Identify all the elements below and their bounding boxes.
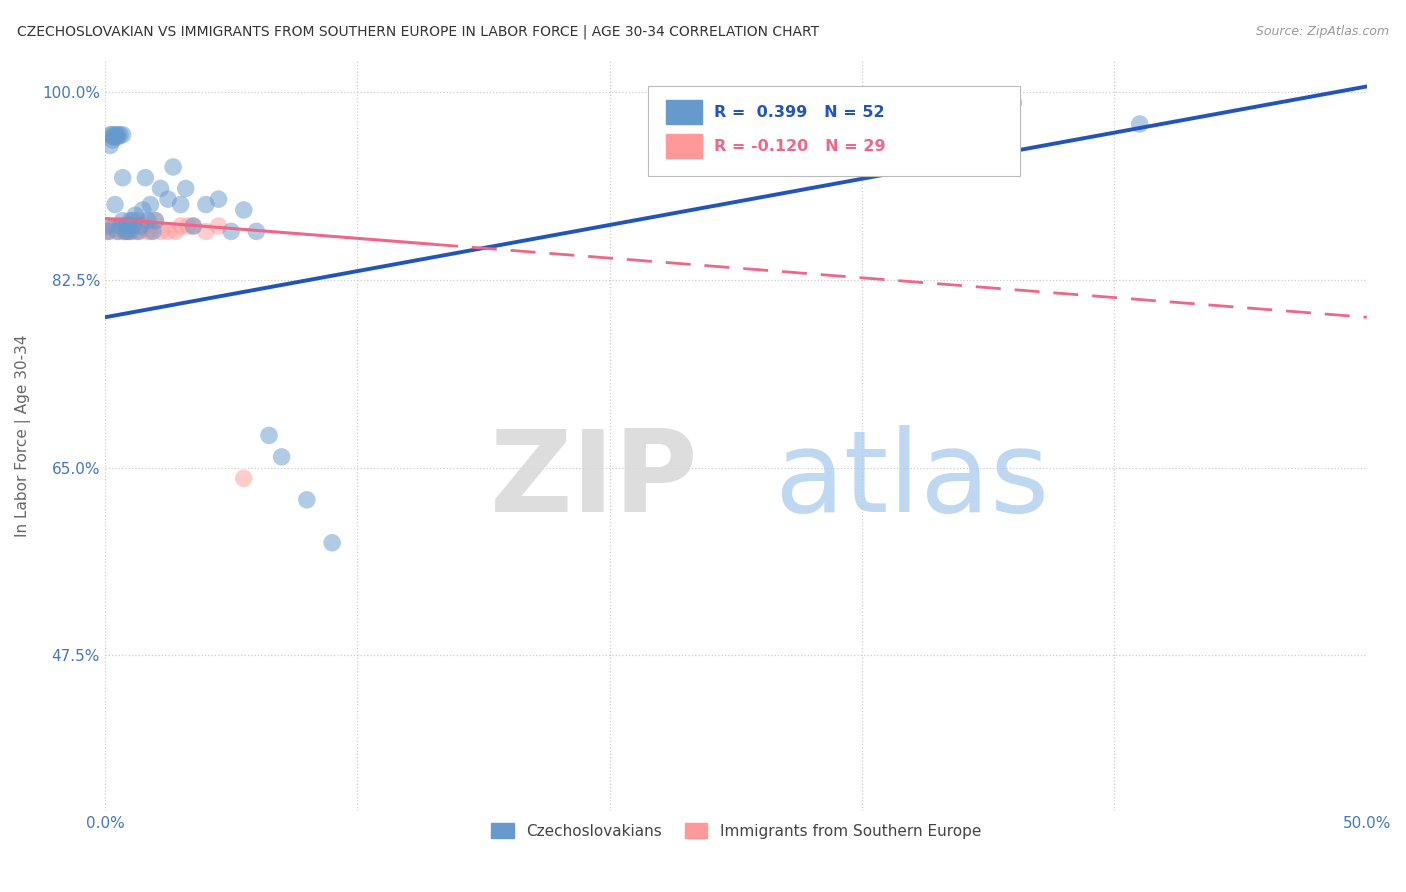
Point	[96, 219, 118, 233]
FancyBboxPatch shape	[648, 86, 1019, 176]
Point	[136, 224, 159, 238]
Point	[98, 128, 121, 142]
Point	[96, 224, 118, 238]
Point	[134, 170, 156, 185]
Point	[108, 219, 131, 233]
Point	[245, 224, 267, 238]
Point	[270, 450, 292, 464]
Point	[177, 219, 200, 233]
Text: R =  0.399   N = 52: R = 0.399 N = 52	[714, 104, 884, 120]
Point	[127, 224, 149, 238]
Point	[104, 128, 127, 142]
Point	[124, 208, 146, 222]
Text: CZECHOSLOVAKIAN VS IMMIGRANTS FROM SOUTHERN EUROPE IN LABOR FORCE | AGE 30-34 CO: CZECHOSLOVAKIAN VS IMMIGRANTS FROM SOUTH…	[17, 25, 820, 39]
Point	[107, 129, 129, 144]
Point	[121, 219, 143, 233]
Point	[120, 224, 142, 238]
Point	[134, 219, 156, 233]
Point	[149, 224, 172, 238]
Text: Source: ZipAtlas.com: Source: ZipAtlas.com	[1256, 25, 1389, 38]
Point	[232, 202, 254, 217]
Point	[194, 197, 217, 211]
Point	[104, 197, 127, 211]
Point	[108, 128, 131, 142]
Point	[194, 224, 217, 238]
Point	[145, 213, 167, 227]
Point	[98, 224, 121, 238]
Point	[129, 224, 152, 238]
Point	[101, 129, 124, 144]
Point	[117, 219, 139, 233]
Point	[165, 224, 187, 238]
Point	[101, 133, 124, 147]
Point	[101, 219, 124, 233]
Point	[120, 213, 142, 227]
Point	[257, 428, 280, 442]
Point	[232, 471, 254, 485]
Point	[121, 213, 143, 227]
Point	[149, 181, 172, 195]
Point	[174, 181, 197, 195]
Point	[139, 197, 162, 211]
Text: atlas: atlas	[773, 425, 1049, 536]
Point	[1129, 117, 1152, 131]
Point	[107, 219, 129, 233]
Point	[136, 213, 159, 227]
Point	[1002, 95, 1025, 110]
Point	[114, 224, 136, 238]
Point	[129, 219, 152, 233]
Point	[107, 224, 129, 238]
Legend: Czechoslovakians, Immigrants from Southern Europe: Czechoslovakians, Immigrants from Southe…	[485, 817, 987, 845]
Point	[132, 219, 155, 233]
Point	[120, 224, 142, 238]
Point	[321, 535, 343, 549]
Point	[108, 219, 131, 233]
Point	[104, 129, 127, 144]
Point	[124, 224, 146, 238]
Point	[117, 224, 139, 238]
Point	[111, 213, 134, 227]
Point	[207, 192, 229, 206]
Point	[111, 224, 134, 238]
Bar	[666, 100, 702, 124]
Point	[219, 224, 242, 238]
Point	[181, 219, 204, 233]
Point	[142, 224, 165, 238]
Point	[107, 224, 129, 238]
Point	[132, 202, 155, 217]
Point	[121, 219, 143, 233]
Point	[98, 138, 121, 153]
Point	[157, 224, 180, 238]
Point	[170, 219, 193, 233]
Y-axis label: In Labor Force | Age 30-34: In Labor Force | Age 30-34	[15, 334, 31, 537]
Point	[170, 197, 193, 211]
Point	[162, 160, 184, 174]
Point	[295, 492, 318, 507]
Point	[117, 219, 139, 233]
Point	[104, 219, 127, 233]
Point	[157, 192, 180, 206]
Point	[96, 224, 118, 238]
Point	[114, 219, 136, 233]
Point	[207, 219, 229, 233]
Point	[139, 224, 162, 238]
Point	[145, 213, 167, 227]
Point	[107, 128, 129, 142]
Point	[111, 170, 134, 185]
Point	[101, 128, 124, 142]
Bar	[666, 134, 702, 158]
Point	[181, 219, 204, 233]
Text: R = -0.120   N = 29: R = -0.120 N = 29	[714, 138, 886, 153]
Point	[111, 128, 134, 142]
Text: ZIP: ZIP	[489, 425, 697, 536]
Point	[114, 224, 136, 238]
Point	[127, 213, 149, 227]
